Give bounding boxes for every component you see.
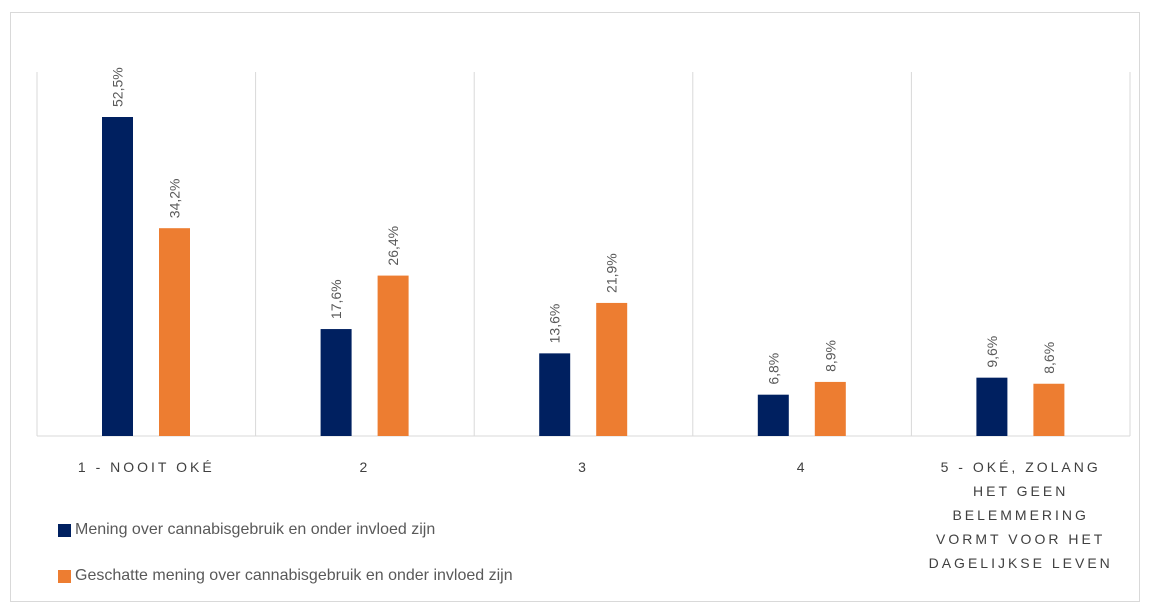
data-label-series-2-cat-2: 26,4% bbox=[385, 226, 401, 266]
legend-swatch-series-1 bbox=[58, 523, 71, 537]
bar-series-1-cat-2 bbox=[320, 329, 352, 436]
x-tick-label-3: 3 bbox=[578, 459, 589, 475]
data-label-series-2-cat-4: 8,9% bbox=[822, 340, 838, 372]
data-label-series-1-cat-2: 17,6% bbox=[328, 279, 344, 319]
x-tick-label-4: 4 bbox=[797, 459, 808, 475]
bar-series-2-cat-4 bbox=[814, 381, 846, 436]
data-label-series-1-cat-4: 6,8% bbox=[765, 353, 781, 385]
x-tick-label-5: 5 - OKÉ, ZOLANG HET GEEN BELEMMERING VORMT … bbox=[929, 459, 1113, 571]
bar-series-1-cat-3 bbox=[539, 353, 571, 436]
chart-frame bbox=[10, 12, 1140, 602]
x-tick-label-2: 2 bbox=[360, 459, 371, 475]
data-label-series-2-cat-1: 34,2% bbox=[167, 178, 183, 218]
data-label-series-2-cat-3: 21,9% bbox=[604, 253, 620, 293]
legend-label-series-1: Mening over cannabisgebruik en onder inv… bbox=[75, 521, 436, 538]
data-label-series-1-cat-3: 13,6% bbox=[547, 304, 563, 344]
data-label-series-1-cat-1: 52,5% bbox=[110, 67, 126, 107]
x-tick-label-1: 1 - NOOIT OKÉ bbox=[78, 459, 215, 475]
legend-swatch-series-2 bbox=[58, 569, 71, 583]
bar-series-2-cat-2 bbox=[377, 275, 409, 436]
legend: Mening over cannabisgebruik en onder inv… bbox=[58, 520, 513, 612]
bar-series-2-cat-1 bbox=[159, 228, 190, 436]
bar-series-2-cat-3 bbox=[596, 302, 628, 436]
legend-item-series-1: Mening over cannabisgebruik en onder inv… bbox=[58, 520, 513, 540]
bar-series-1-cat-1 bbox=[102, 117, 133, 436]
bar-series-2-cat-5 bbox=[1033, 383, 1065, 436]
data-label-series-1-cat-5: 9,6% bbox=[984, 336, 1000, 368]
legend-label-series-2: Geschatte mening over cannabisgebruik en… bbox=[75, 567, 513, 584]
data-label-series-2-cat-5: 8,6% bbox=[1041, 342, 1057, 374]
bar-series-1-cat-5 bbox=[976, 377, 1008, 436]
legend-item-series-2: Geschatte mening over cannabisgebruik en… bbox=[58, 566, 513, 586]
bar-series-1-cat-4 bbox=[757, 394, 789, 436]
